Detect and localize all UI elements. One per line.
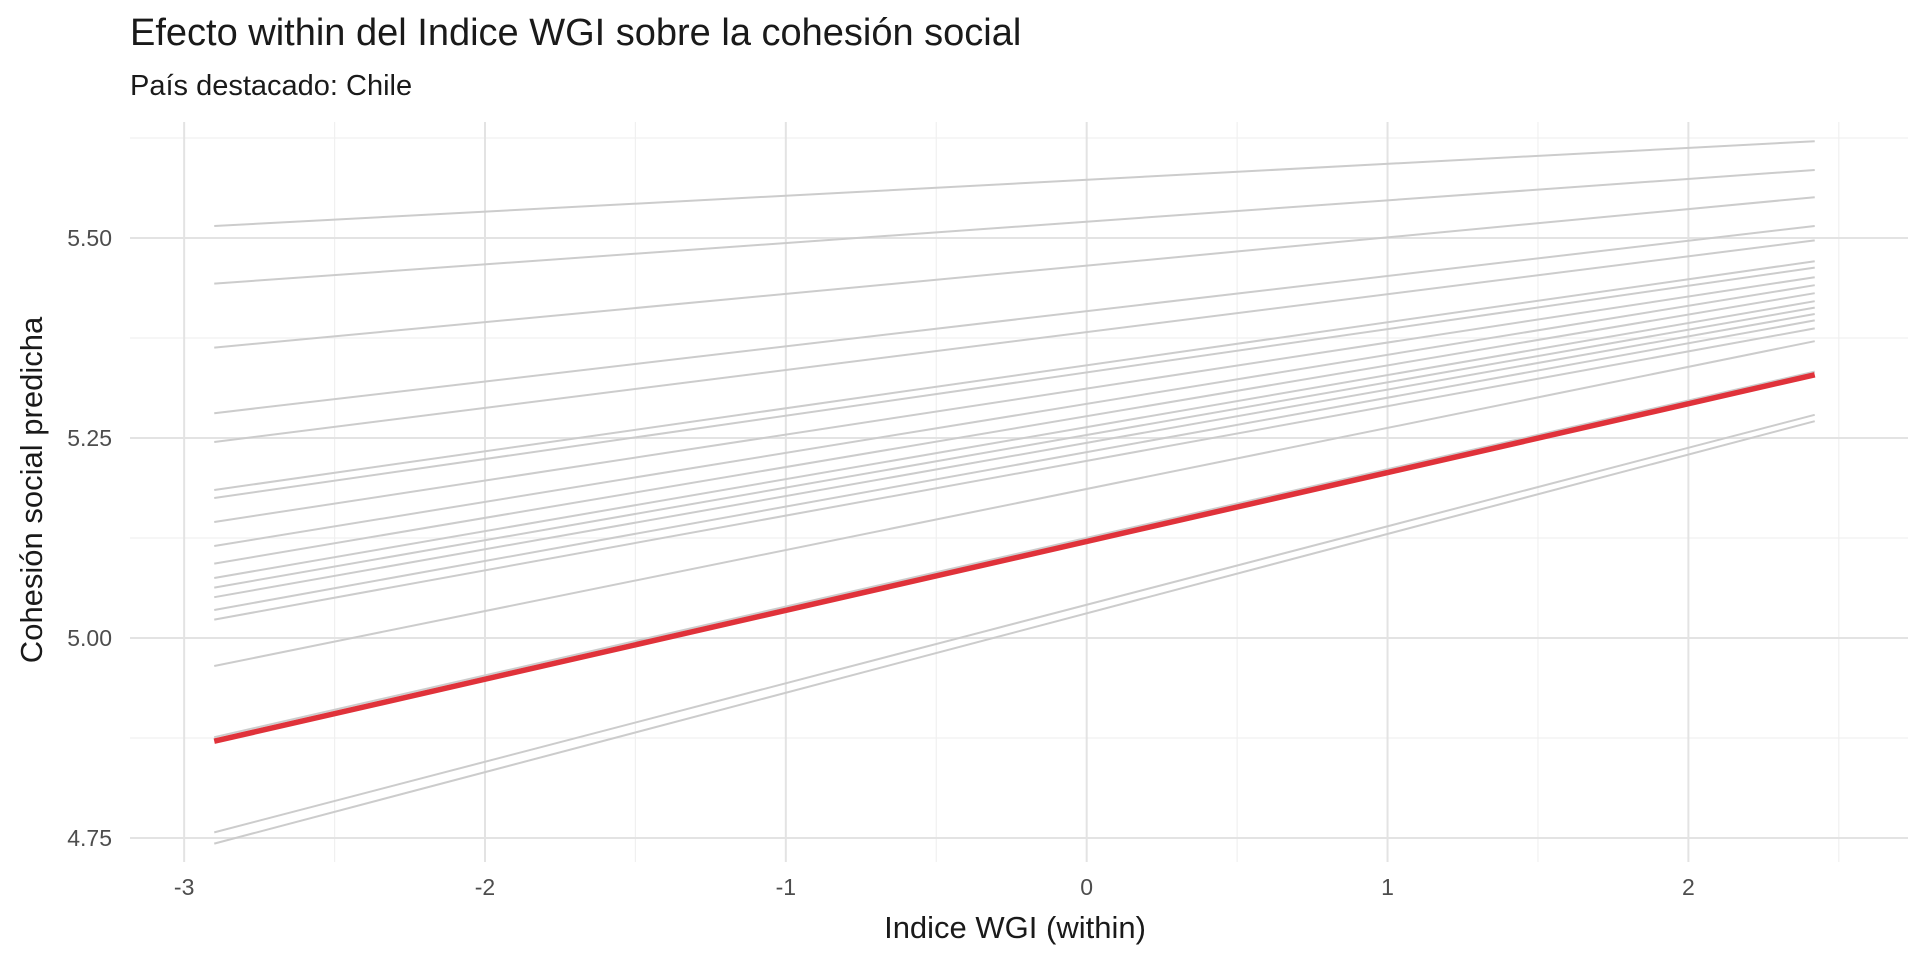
y-tick-label: 5.00 bbox=[67, 625, 112, 651]
series-line bbox=[214, 196, 1815, 349]
series-line bbox=[214, 306, 1815, 589]
series-line bbox=[214, 292, 1815, 565]
series-line bbox=[214, 140, 1815, 227]
x-tick-label: 0 bbox=[1080, 874, 1093, 900]
x-tick-label: -2 bbox=[475, 874, 495, 900]
series-line bbox=[214, 276, 1815, 523]
series-line bbox=[214, 340, 1815, 667]
series-line bbox=[214, 300, 1815, 579]
series-line bbox=[214, 225, 1815, 415]
series-line bbox=[214, 266, 1815, 499]
series-line bbox=[214, 327, 1815, 621]
series-line bbox=[213, 420, 1815, 845]
minor-gridlines bbox=[130, 122, 1908, 862]
series-line bbox=[214, 260, 1815, 491]
series-line bbox=[214, 239, 1815, 443]
chart-title: Efecto within del Indice WGI sobre la co… bbox=[130, 12, 1022, 54]
y-tick-label: 5.50 bbox=[67, 225, 112, 251]
y-tick-label: 4.75 bbox=[67, 825, 112, 851]
y-axis-title: Cohesión social predicha bbox=[14, 316, 49, 663]
x-axis-title: Indice WGI (within) bbox=[884, 910, 1146, 945]
series-line bbox=[213, 413, 1815, 834]
series-line bbox=[214, 169, 1815, 285]
series-line bbox=[214, 313, 1815, 599]
x-tick-label: -1 bbox=[776, 874, 796, 900]
highlight-series bbox=[213, 372, 1816, 744]
x-tick-label: 2 bbox=[1682, 874, 1695, 900]
series-line bbox=[214, 319, 1815, 611]
x-tick-label: 1 bbox=[1381, 874, 1394, 900]
chart-subtitle: País destacado: Chile bbox=[130, 70, 413, 102]
series-lines bbox=[213, 140, 1815, 845]
y-tick-label: 5.25 bbox=[67, 425, 112, 451]
y-axis-ticks: 4.75 5.00 5.25 5.50 bbox=[67, 225, 112, 851]
x-axis-ticks: -3 -2 -1 0 1 2 bbox=[174, 874, 1695, 900]
series-line bbox=[214, 284, 1815, 547]
major-gridlines bbox=[130, 122, 1908, 862]
x-tick-label: -3 bbox=[174, 874, 194, 900]
highlight-series-line bbox=[213, 372, 1816, 744]
series-line bbox=[214, 370, 1815, 739]
